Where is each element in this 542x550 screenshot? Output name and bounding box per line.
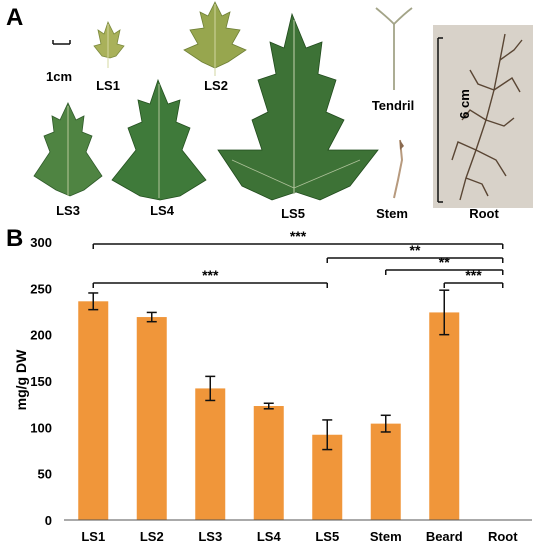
significance-bracket: *** — [92, 267, 328, 288]
x-tick-label: LS3 — [198, 529, 222, 544]
significance-bracket: ** — [326, 242, 504, 263]
y-tick-label: 150 — [30, 374, 52, 389]
label-ls5: LS5 — [281, 206, 305, 221]
tendril-image — [375, 7, 413, 90]
x-tick-label: Root — [488, 529, 518, 544]
y-tick-label: 250 — [30, 281, 52, 296]
significance-label: ** — [410, 242, 421, 258]
x-tick-label: Beard — [426, 529, 463, 544]
error-bar-ls5 — [322, 419, 333, 451]
error-bar-ls1 — [88, 292, 99, 311]
bar-ls4 — [253, 406, 284, 520]
scale-bar — [52, 40, 71, 45]
x-tick-label: Stem — [370, 529, 402, 544]
panel-a-photos: A 1cm LS1 LS2 LS3 LS4 — [6, 1, 533, 221]
y-tick-label: 0 — [45, 513, 52, 528]
error-bars — [88, 289, 450, 451]
error-bar-ls4 — [263, 402, 274, 410]
root-scale-bracket — [437, 37, 443, 203]
label-ls3: LS3 — [56, 203, 80, 218]
y-tick-label: 200 — [30, 328, 52, 343]
x-tick-label: LS4 — [257, 529, 282, 544]
x-tick-label: LS5 — [315, 529, 339, 544]
bars — [78, 301, 460, 520]
significance-brackets: ************* — [92, 228, 504, 288]
y-axis-ticks: 0 50 100 150 200 250 300 — [30, 235, 52, 528]
bar-ls2 — [136, 317, 167, 520]
label-stem: Stem — [376, 206, 408, 221]
y-tick-label: 300 — [30, 235, 52, 250]
label-ls1: LS1 — [96, 78, 120, 93]
error-bar-ls2 — [146, 311, 157, 323]
bar-beard — [429, 312, 460, 520]
y-tick-label: 100 — [30, 420, 52, 435]
bar-ls3 — [195, 388, 226, 520]
scale-bar-label: 1cm — [46, 69, 72, 84]
x-axis-labels: LS1 LS2 LS3 LS4 LS5 Stem Beard Root — [81, 529, 518, 544]
y-tick-label: 50 — [38, 467, 52, 482]
significance-label: *** — [202, 267, 219, 283]
leaf-ls1-image — [93, 20, 125, 68]
panel-b-letter: B — [6, 225, 23, 252]
significance-label: ** — [439, 254, 450, 270]
significance-label: *** — [465, 267, 482, 283]
root-photo — [433, 25, 533, 208]
bar-ls1 — [78, 301, 109, 520]
label-root: Root — [469, 206, 499, 221]
panel-a-letter: A — [6, 4, 23, 31]
significance-bracket: ** — [385, 254, 504, 275]
leaf-ls5-image — [217, 12, 379, 201]
y-axis-title: mg/g DW — [13, 349, 29, 410]
error-bar-stem — [380, 414, 391, 433]
x-tick-label: LS1 — [81, 529, 105, 544]
bar-stem — [370, 423, 401, 520]
stem-image — [393, 139, 404, 199]
leaf-ls2-image — [183, 1, 247, 76]
error-bar-ls3 — [205, 375, 216, 402]
label-tendril: Tendril — [372, 98, 414, 113]
root-scale-label: 6 cm — [457, 89, 472, 119]
leaf-ls4-image — [111, 78, 207, 201]
label-ls2: LS2 — [204, 78, 228, 93]
error-bar-beard — [439, 289, 450, 336]
x-tick-label: LS2 — [140, 529, 164, 544]
label-ls4: LS4 — [150, 203, 175, 218]
leaf-ls3-image — [33, 102, 103, 197]
significance-bracket: *** — [92, 228, 504, 249]
significance-bracket: *** — [443, 267, 504, 288]
significance-label: *** — [290, 228, 307, 244]
